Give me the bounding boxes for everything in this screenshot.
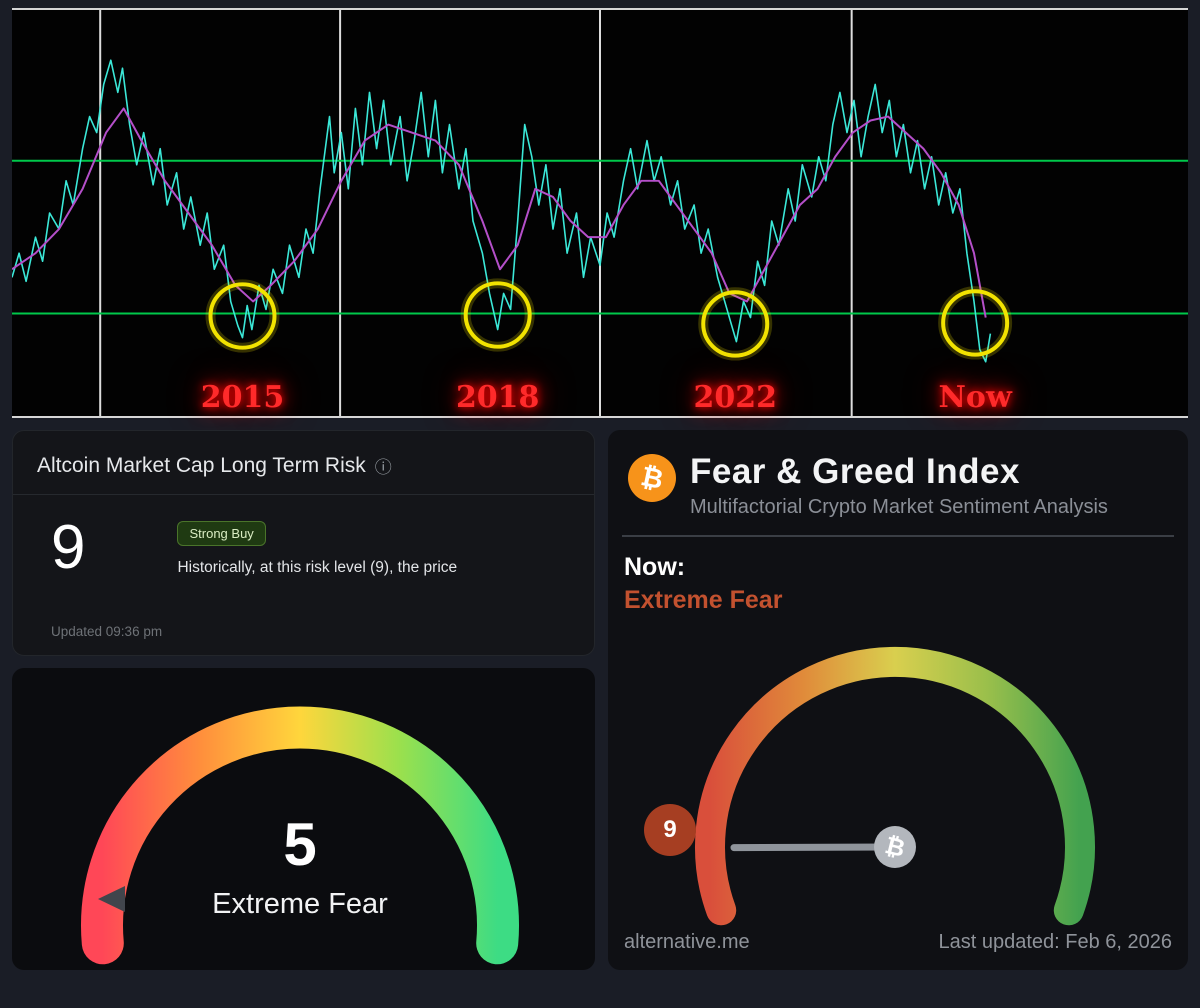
divider <box>622 535 1174 537</box>
risk-description: Historically, at this risk level (9), th… <box>177 559 458 576</box>
cycle-chart-panel: 2015 2018 2022 Now <box>12 8 1188 418</box>
cycle-chart <box>12 10 1188 416</box>
risk-value: 9 <box>51 513 86 582</box>
source-link[interactable]: alternative.me <box>624 931 750 953</box>
risk-card-header: Altcoin Market Cap Long Term Risk ⓘ <box>13 431 594 495</box>
fear-gauge <box>81 706 519 965</box>
fng-value-badge: 9 <box>644 804 696 856</box>
gauge-pointer-icon <box>98 886 125 912</box>
bitcoin-icon: ₿ <box>628 454 676 502</box>
info-icon[interactable]: ⓘ <box>374 458 392 477</box>
fng-gauge: ₿ <box>695 646 1095 926</box>
fear-gauge-value: 5 <box>283 811 317 878</box>
altcoin-risk-card: Altcoin Market Cap Long Term Risk ⓘ 9 St… <box>12 430 595 656</box>
fng-subtitle: Multifactorial Crypto Market Sentiment A… <box>690 496 1108 518</box>
bitcoin-glyph: ₿ <box>638 460 666 495</box>
risk-updated-time: Updated 09:36 pm <box>51 624 163 639</box>
fear-gauge-label: Extreme Fear <box>212 888 388 920</box>
fng-now-value: Extreme Fear <box>624 586 783 614</box>
last-updated: Last updated: Feb 6, 2026 <box>938 931 1172 953</box>
fng-header-text: Fear & Greed Index Multifactorial Crypto… <box>690 452 1108 519</box>
fng-header: ₿ Fear & Greed Index Multifactorial Cryp… <box>608 430 1188 519</box>
risk-detail: Strong Buy Historically, at this risk le… <box>177 517 457 577</box>
fear-gauge-card: 5 Extreme Fear <box>12 668 595 970</box>
fng-title: Fear & Greed Index <box>690 452 1020 491</box>
risk-rating-badge: Strong Buy <box>177 521 266 546</box>
risk-card-body: 9 Strong Buy Historically, at this risk … <box>13 495 594 579</box>
fng-now-label: Now: <box>624 553 686 581</box>
risk-card-title: Altcoin Market Cap Long Term Risk <box>37 453 366 477</box>
fng-footer: alternative.me Last updated: Feb 6, 2026 <box>624 931 1172 954</box>
fear-greed-card: ₿ Fear & Greed Index Multifactorial Cryp… <box>608 430 1188 970</box>
